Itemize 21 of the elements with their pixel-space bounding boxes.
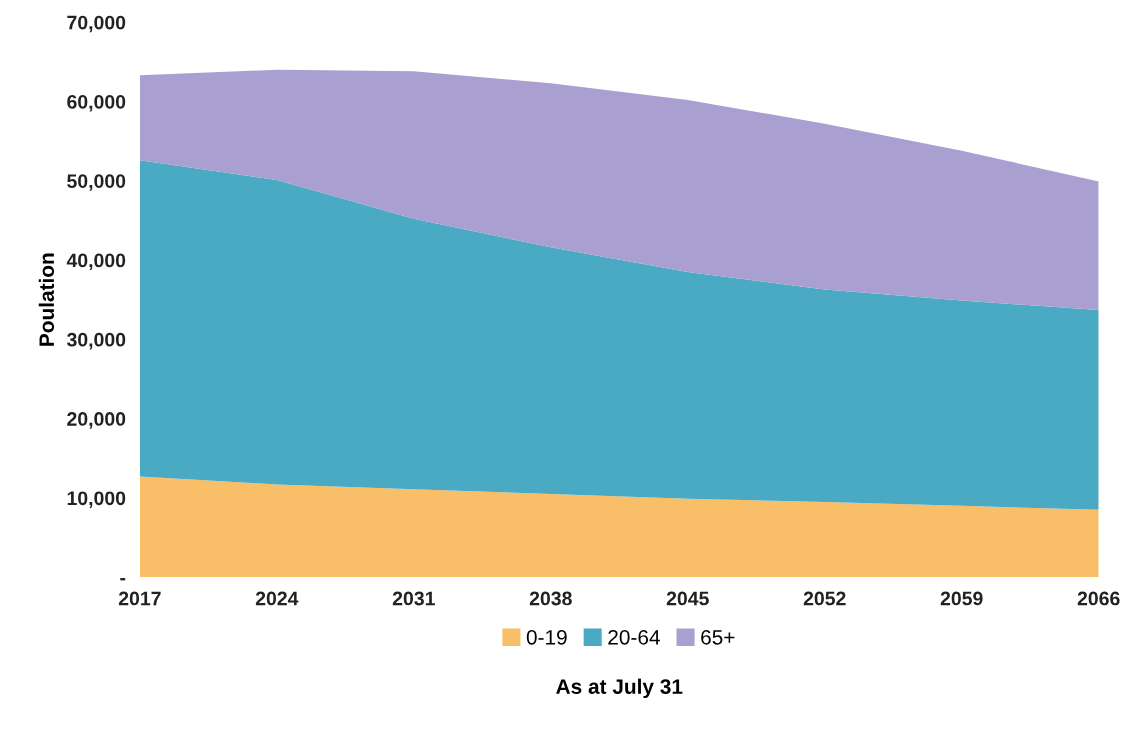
y-tick-label: 10,000 xyxy=(67,491,126,508)
y-tick-label: 40,000 xyxy=(66,253,126,271)
legend-label: 65+ xyxy=(701,629,735,645)
legend-label: 0-19 xyxy=(526,629,567,645)
y-axis-title: Poulation xyxy=(38,253,55,346)
x-tick-label: 2059 xyxy=(940,591,983,606)
x-tick-label: 2038 xyxy=(529,591,572,606)
x-axis-title: As at July 31 xyxy=(556,678,683,699)
x-tick-label: 2031 xyxy=(392,591,435,606)
x-tick-label: 2052 xyxy=(803,591,846,606)
x-tick-label: 2066 xyxy=(1077,591,1120,606)
x-tick-label: 2045 xyxy=(666,591,709,606)
y-tick-label: 60,000 xyxy=(67,94,126,112)
y-tick-label: - xyxy=(120,578,126,581)
x-tick-label: 2024 xyxy=(255,591,299,606)
y-tick-label: 50,000 xyxy=(67,174,126,191)
y-tick-label: 20,000 xyxy=(67,412,126,429)
y-tick-label: 70,000 xyxy=(67,15,126,33)
x-tick-label: 2017 xyxy=(118,591,161,606)
y-tick-label: 30,000 xyxy=(66,332,126,350)
legend-label: 20-64 xyxy=(608,629,660,645)
